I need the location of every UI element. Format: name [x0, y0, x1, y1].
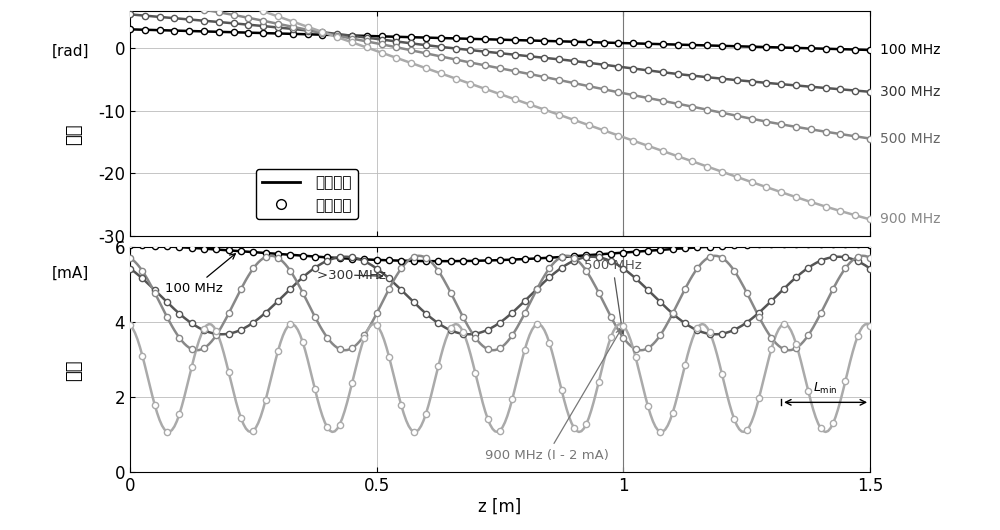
X-axis label: z [m]: z [m] — [478, 497, 522, 515]
Text: 500 MHz: 500 MHz — [584, 259, 642, 333]
Text: [mA]: [mA] — [52, 266, 89, 281]
Text: 相位: 相位 — [66, 123, 84, 145]
Text: 900 MHz (I - 2 mA): 900 MHz (I - 2 mA) — [485, 329, 621, 462]
Legend: 测量电流, 计算电流: 测量电流, 计算电流 — [256, 169, 358, 219]
Text: 300 MHz: 300 MHz — [880, 85, 940, 99]
Text: 900 MHz: 900 MHz — [880, 213, 940, 226]
Text: 100 MHz: 100 MHz — [165, 254, 235, 295]
Text: 幅値: 幅値 — [66, 360, 84, 381]
Text: $L_\mathrm{min}$: $L_\mathrm{min}$ — [813, 381, 838, 395]
Text: [rad]: [rad] — [52, 43, 90, 59]
Text: >300 MHz: >300 MHz — [317, 269, 386, 281]
Text: 100 MHz: 100 MHz — [880, 43, 940, 57]
Text: 500 MHz: 500 MHz — [880, 131, 940, 146]
